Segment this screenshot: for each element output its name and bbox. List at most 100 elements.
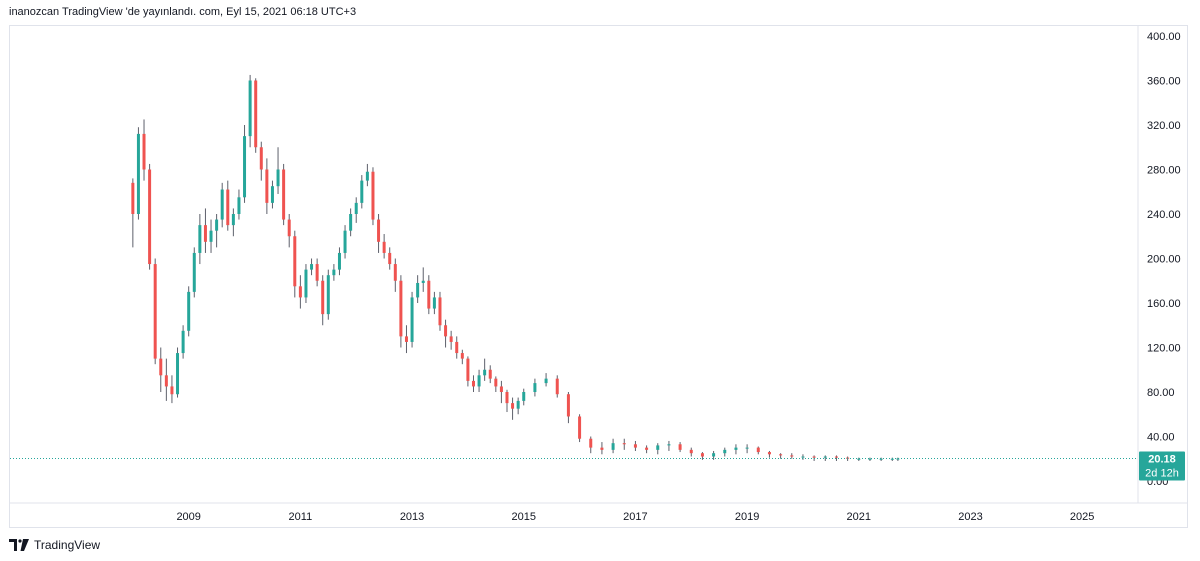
candle-body[interactable] [723,449,727,454]
candle-body[interactable] [511,403,515,409]
candle-body[interactable] [767,452,771,455]
candle-body[interactable] [455,341,459,354]
candle-body[interactable] [265,169,269,203]
candle-body[interactable] [310,264,314,270]
candle-body[interactable] [410,297,414,342]
candle-body[interactable] [544,378,548,384]
candle-body[interactable] [600,447,604,450]
candle-body[interactable] [170,386,174,395]
candle-body[interactable] [254,80,258,148]
candle-body[interactable] [622,443,626,445]
candle-body[interactable] [270,186,274,203]
candle-body[interactable] [533,383,537,392]
candle-body[interactable] [388,252,392,265]
candle-body[interactable] [700,453,704,457]
candle-body[interactable] [215,219,219,231]
candle-body[interactable] [421,280,425,283]
candle-body[interactable] [203,225,207,242]
candle-body[interactable] [589,438,593,448]
candle-body[interactable] [354,202,358,214]
candle-body[interactable] [187,291,191,331]
candle-body[interactable] [779,454,783,456]
candle-body[interactable] [416,282,420,298]
candle-body[interactable] [136,133,140,214]
candle-body[interactable] [667,444,671,446]
candle-body[interactable] [645,447,649,450]
candlestick-chart[interactable]: 400.00 360.00 320.00 280.00 240.00 200.00 160.… [10,26,1187,527]
candle-body[interactable] [276,169,280,187]
candle-body[interactable] [304,269,308,298]
candle-body[interactable] [460,353,464,359]
candle-body[interactable] [315,264,319,281]
candle-body[interactable] [483,369,487,376]
candle-body[interactable] [393,264,397,281]
candle-body[interactable] [349,214,353,231]
candle-body[interactable] [896,458,900,460]
candle-body[interactable] [298,286,302,298]
candle-body[interactable] [494,378,498,387]
candle-body[interactable] [181,330,185,354]
candle-body[interactable] [226,189,230,226]
candle-body[interactable] [505,392,509,404]
candle-body[interactable] [287,219,291,237]
candle-body[interactable] [879,458,883,460]
candle-body[interactable] [377,219,381,242]
candle-body[interactable] [801,456,805,458]
x-axis[interactable]: 2009 2011 2013 2015 2017 2019 2021 2023 2025 [176,511,1094,523]
candle-body[interactable] [176,353,180,395]
candle-body[interactable] [164,375,168,387]
chart-frame[interactable]: 400.00 360.00 320.00 280.00 240.00 200.00 160.… [9,25,1188,528]
candle-body[interactable] [153,264,157,359]
candle-body[interactable] [734,447,738,450]
candle-body[interactable] [678,444,682,450]
candle-body[interactable] [812,456,816,458]
candle-body[interactable] [142,133,146,170]
candle-body[interactable] [471,380,475,387]
candle-body[interactable] [857,458,861,460]
candle-body[interactable] [656,445,660,450]
candle-body[interactable] [282,169,286,220]
candle-body[interactable] [499,386,503,392]
candle-body[interactable] [337,252,341,270]
candle-body[interactable] [159,358,163,376]
candle-body[interactable] [248,80,252,137]
candle-body[interactable] [712,453,716,457]
candle-body[interactable] [332,269,336,276]
candle-body[interactable] [371,171,375,220]
candle-body[interactable] [343,230,347,253]
candle-body[interactable] [834,456,838,458]
candle-body[interactable] [868,458,872,460]
candle-body[interactable] [790,455,794,457]
candle-body[interactable] [449,336,453,342]
candle-body[interactable] [427,280,431,309]
candle-body[interactable] [404,336,408,342]
candle-body[interactable] [745,447,749,449]
candle-body[interactable] [131,182,135,214]
candle-body[interactable] [209,230,213,242]
candle-body[interactable] [633,444,637,448]
candle-body[interactable] [611,443,615,450]
candle-body[interactable] [488,369,492,379]
candle-body[interactable] [516,400,520,409]
candle-body[interactable] [823,456,827,458]
candle-body[interactable] [198,225,202,253]
candle-body[interactable] [555,378,559,395]
candle-body[interactable] [466,358,470,381]
candle-body[interactable] [220,189,224,220]
candle-body[interactable] [360,180,364,203]
candle-body[interactable] [477,375,481,387]
candle-body[interactable] [756,447,760,453]
candle-body[interactable] [522,392,526,401]
candle-body[interactable] [438,297,442,326]
candle-body[interactable] [192,252,196,292]
candle-body[interactable] [689,449,693,454]
candle-body[interactable] [259,147,263,170]
candle-body[interactable] [432,297,436,309]
candle-body[interactable] [148,169,152,265]
y-axis[interactable]: 400.00 360.00 320.00 280.00 240.00 200.00 160.… [1147,31,1181,488]
candle-body[interactable] [243,136,247,198]
candle-body[interactable] [578,416,582,439]
candle-body[interactable] [321,280,325,315]
candle-body[interactable] [237,197,241,214]
candle-body[interactable] [444,325,448,337]
